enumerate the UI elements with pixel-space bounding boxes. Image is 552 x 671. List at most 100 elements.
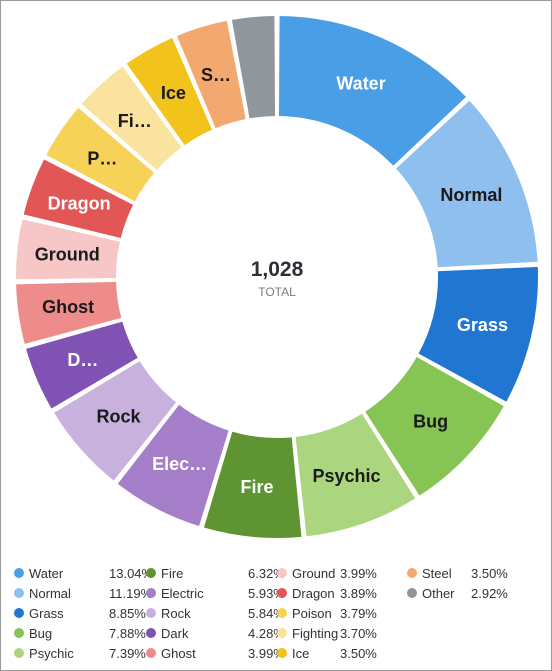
slice-labels-group: Water Normal Grass Bug Psychic Fire Elec… Rock D… <box>35 65 508 497</box>
legend-swatch <box>14 588 24 598</box>
legend-percent: 5.84% <box>248 605 285 621</box>
legend-label: Dark <box>161 625 189 641</box>
legend-item-steel[interactable]: Steel 3.50% <box>407 563 508 583</box>
legend-percent: 7.39% <box>109 645 146 661</box>
slice-label-poison: P… <box>87 149 117 169</box>
slice-psychic[interactable] <box>293 411 418 539</box>
legend-item-ground[interactable]: Ground 3.99% <box>277 563 377 583</box>
slice-grass[interactable] <box>415 264 540 405</box>
legend-item-grass[interactable]: Grass 8.85% <box>14 603 146 623</box>
legend-item-electric[interactable]: Electric 5.93% <box>146 583 285 603</box>
legend-percent: 3.70% <box>340 625 377 641</box>
legend-label: Ground <box>292 565 336 581</box>
legend-swatch <box>146 648 156 658</box>
legend-percent: 13.04% <box>109 565 154 581</box>
slice-ghost[interactable] <box>14 279 124 347</box>
legend-item-poison[interactable]: Poison 3.79% <box>277 603 377 623</box>
legend-percent: 3.50% <box>340 645 377 661</box>
slice-label-ice: Ice <box>161 83 186 103</box>
slice-label-electric: Elec… <box>152 454 207 474</box>
slice-water[interactable] <box>276 13 469 169</box>
legend-item-rock[interactable]: Rock 5.84% <box>146 603 285 623</box>
legend-label: Ghost <box>161 645 196 661</box>
legend-swatch <box>14 608 24 618</box>
legend-item-dark[interactable]: Dark 4.28% <box>146 623 285 643</box>
slice-electric[interactable] <box>114 401 232 529</box>
legend-item-dragon[interactable]: Dragon 3.89% <box>277 583 377 603</box>
legend-swatch <box>146 608 156 618</box>
legend-swatch <box>277 608 287 618</box>
legend-percent: 8.85% <box>109 605 146 621</box>
legend-item-bug[interactable]: Bug 7.88% <box>14 623 146 643</box>
legend-percent: 3.50% <box>471 565 508 581</box>
legend-item-fire[interactable]: Fire 6.32% <box>146 563 285 583</box>
slice-label-dragon: Dragon <box>48 194 111 214</box>
legend-swatch <box>277 628 287 638</box>
slice-label-bug: Bug <box>413 412 448 432</box>
legend-label: Dragon <box>292 585 335 601</box>
legend-label: Other <box>422 585 455 601</box>
legend-item-water[interactable]: Water 13.04% <box>14 563 153 583</box>
slice-label-steel: S… <box>201 65 231 85</box>
legend-label: Normal <box>29 585 71 601</box>
slice-label-rock: Rock <box>97 406 142 426</box>
slice-label-normal: Normal <box>440 185 502 205</box>
center-total-value: 1,028 <box>251 258 304 281</box>
legend-label: Grass <box>29 605 64 621</box>
center-total-label: TOTAL <box>258 285 296 299</box>
slice-label-fighting: Fi… <box>118 111 152 131</box>
slice-steel[interactable] <box>174 18 249 131</box>
slice-rock[interactable] <box>51 358 179 484</box>
slice-label-water: Water <box>336 73 385 93</box>
legend-swatch <box>407 568 417 578</box>
legend-item-psychic[interactable]: Psychic 7.39% <box>14 643 146 663</box>
legend-label: Steel <box>422 565 452 581</box>
slice-label-ground: Ground <box>35 244 100 264</box>
legend-swatch <box>14 628 24 638</box>
donut-chart: Water Normal Grass Bug Psychic Fire Elec… Rock D… <box>14 13 540 540</box>
legend-swatch <box>14 568 24 578</box>
slice-label-psychic: Psychic <box>313 466 381 486</box>
legend-swatch <box>277 648 287 658</box>
slice-ice[interactable] <box>123 35 215 148</box>
legend-label: Electric <box>161 585 204 601</box>
legend-percent: 3.99% <box>340 565 377 581</box>
legend-swatch <box>146 568 156 578</box>
legend-percent: 7.88% <box>109 625 146 641</box>
slice-fighting[interactable] <box>78 63 185 173</box>
legend-percent: 4.28% <box>248 625 285 641</box>
legend-percent: 6.32% <box>248 565 285 581</box>
legend-label: Bug <box>29 625 53 641</box>
legend-swatch <box>146 588 156 598</box>
legend-item-ice[interactable]: Ice 3.50% <box>277 643 377 663</box>
legend-label: Psychic <box>29 645 74 661</box>
legend-percent: 3.99% <box>248 645 285 661</box>
slice-fire[interactable] <box>201 429 304 540</box>
legend-label: Ice <box>292 645 310 661</box>
slice-dragon[interactable] <box>21 156 136 241</box>
legend-item-other[interactable]: Other 2.92% <box>407 583 508 603</box>
slice-other[interactable] <box>229 13 278 121</box>
slices-group <box>14 13 540 540</box>
legend-label: Rock <box>161 605 191 621</box>
slice-label-grass: Grass <box>457 315 508 335</box>
slice-bug[interactable] <box>362 354 507 499</box>
legend-percent: 2.92% <box>471 585 508 601</box>
legend-label: Poison <box>292 605 332 621</box>
legend-swatch <box>277 568 287 578</box>
legend-swatch <box>146 628 156 638</box>
slice-dark[interactable] <box>23 319 141 412</box>
legend-percent: 3.89% <box>340 585 377 601</box>
legend-item-ghost[interactable]: Ghost 3.99% <box>146 643 285 663</box>
legend-item-normal[interactable]: Normal 11.19% <box>14 583 152 603</box>
legend-percent: 11.19% <box>109 585 153 601</box>
legend-label: Fighting <box>292 625 339 641</box>
legend-item-fighting[interactable]: Fighting 3.70% <box>277 623 377 643</box>
slice-ground[interactable] <box>14 216 123 282</box>
slice-label-fire: Fire <box>241 477 274 497</box>
legend-swatch <box>277 588 287 598</box>
slice-label-ghost: Ghost <box>42 297 94 317</box>
slice-poison[interactable] <box>43 105 157 205</box>
slice-normal[interactable] <box>393 97 540 270</box>
